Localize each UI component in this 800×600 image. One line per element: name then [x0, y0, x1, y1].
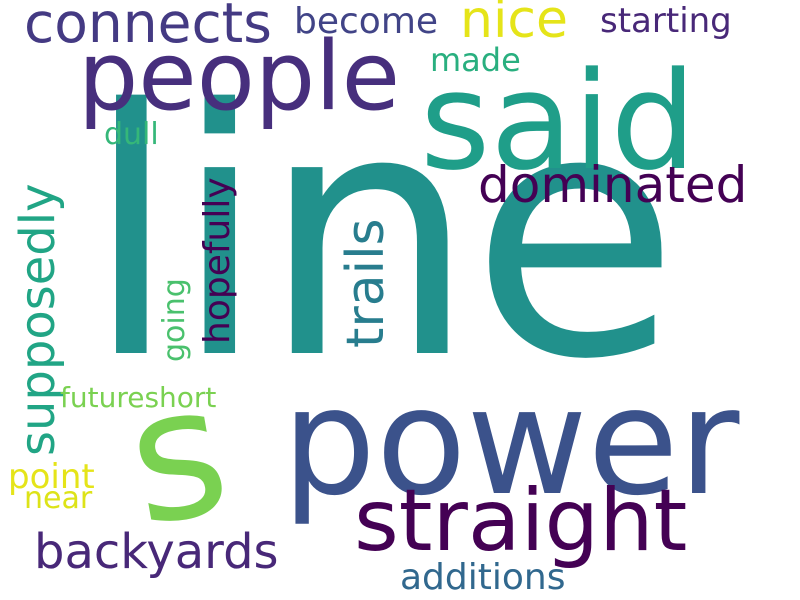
word-become: become	[294, 1, 439, 42]
word-line: line	[84, 38, 680, 434]
word-starting: starting	[600, 1, 732, 41]
word-trails: trails	[336, 218, 396, 348]
word-backyards: backyards	[34, 524, 279, 580]
word-people: people	[78, 22, 401, 132]
word-supposedly: supposedly	[10, 183, 66, 456]
word-near: near	[24, 481, 93, 516]
word-made: made	[430, 41, 521, 79]
word-dull: dull	[104, 117, 159, 152]
word-additions: additions	[400, 557, 566, 598]
word-futureshort: futureshort	[60, 381, 217, 414]
word-power: power	[282, 356, 740, 528]
word-connects: connects	[24, 0, 272, 55]
word-straight: straight	[354, 471, 688, 571]
word-hopefully: hopefully	[197, 177, 238, 344]
word-point: point	[8, 457, 95, 497]
word-dominated: dominated	[478, 156, 748, 214]
word-said: said	[420, 43, 697, 200]
word-nice: nice	[460, 0, 568, 50]
